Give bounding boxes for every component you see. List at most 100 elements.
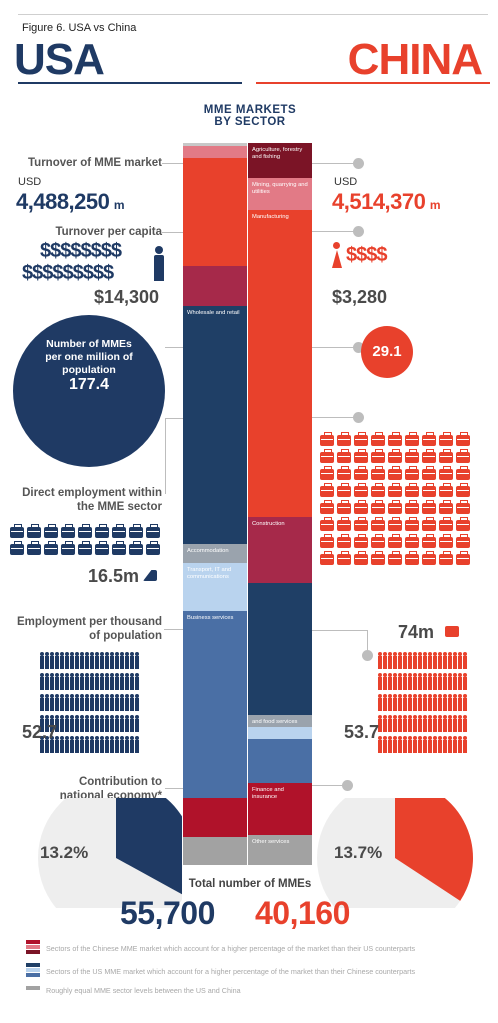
china-sector-label: Manufacturing — [252, 213, 289, 220]
china-sector-label: Mining, quarrying and utilities — [252, 182, 308, 196]
china-person-icon — [458, 715, 462, 732]
usa-dollar-row1: $$$$$$$$ — [40, 240, 122, 262]
china-person-icon — [448, 673, 452, 690]
usa-sector-7: Business services — [183, 611, 247, 798]
china-person-icon — [413, 673, 417, 690]
usa-person-icon — [95, 694, 99, 711]
china-person-icon — [423, 715, 427, 732]
china-briefcase-icon — [388, 449, 402, 463]
usa-person-icon — [154, 246, 164, 282]
usa-sector-0 — [183, 143, 247, 146]
china-person-icon — [398, 652, 402, 669]
china-briefcase-icon — [388, 432, 402, 446]
usa-person-icon — [135, 673, 139, 690]
usa-briefcase-icon — [112, 541, 126, 555]
china-sector-5: and food services — [248, 715, 312, 728]
china-person-icon — [443, 694, 447, 711]
usa-person-icon — [100, 673, 104, 690]
china-briefcase-icon — [422, 551, 436, 565]
china-person-icon — [453, 694, 457, 711]
usa-person-icon — [80, 673, 84, 690]
china-briefcase-icon — [337, 534, 351, 548]
china-briefcase-icon — [439, 534, 453, 548]
china-briefcase-icon — [388, 534, 402, 548]
usa-sector-5: Accommodation — [183, 543, 247, 563]
usa-person-icon — [85, 652, 89, 669]
legend-swatch — [26, 973, 40, 977]
china-briefcase-icon — [354, 500, 368, 514]
china-person-icon — [418, 694, 422, 711]
china-briefcase-icon — [371, 534, 385, 548]
china-briefcase-icon — [456, 449, 470, 463]
usa-person-icon — [85, 736, 89, 753]
china-briefcase-icon — [320, 483, 334, 497]
usa-person-icon — [75, 736, 79, 753]
per-capita-connector — [162, 232, 183, 233]
china-person-icon — [458, 694, 462, 711]
china-person-icon — [378, 715, 382, 732]
china-person-icon — [423, 673, 427, 690]
china-briefcase-icon — [320, 449, 334, 463]
usa-person-icon — [85, 673, 89, 690]
center-title: MME MARKETS BY SECTOR — [180, 104, 320, 128]
usa-person-icon — [115, 715, 119, 732]
usa-person-icon — [45, 652, 49, 669]
china-briefcase-icon — [337, 483, 351, 497]
china-contribution-connector — [312, 785, 343, 786]
usa-pie-slice — [116, 798, 182, 895]
china-person-icon — [408, 715, 412, 732]
total-label: Total number of MMEs — [188, 878, 312, 890]
china-briefcase-icon — [354, 483, 368, 497]
usa-person-icon — [75, 652, 79, 669]
usa-sector-2 — [183, 158, 247, 266]
china-briefcase-icon — [439, 551, 453, 565]
china-briefcase-icon — [371, 551, 385, 565]
china-per-capita-connector — [312, 231, 354, 232]
usa-person-icon — [95, 652, 99, 669]
usa-person-icon — [135, 652, 139, 669]
usa-person-icon — [75, 715, 79, 732]
center-title-line1: MME MARKETS — [203, 104, 297, 116]
usa-person-icon — [80, 715, 84, 732]
china-sector-label: Construction — [252, 521, 285, 528]
china-briefcase-icon — [337, 517, 351, 531]
usa-person-icon — [115, 652, 119, 669]
usa-person-icon — [105, 736, 109, 753]
usa-sector-8 — [183, 797, 247, 838]
china-pie-slice — [395, 798, 473, 901]
usa-person-icon — [120, 673, 124, 690]
usa-person-icon — [125, 673, 129, 690]
china-briefcase-icon — [320, 500, 334, 514]
china-person-icon — [403, 715, 407, 732]
china-person-icon — [463, 652, 467, 669]
china-person-icon — [428, 652, 432, 669]
usa-person-icon — [135, 694, 139, 711]
china-briefcase-icon — [371, 483, 385, 497]
usa-briefcase-icon — [44, 524, 58, 538]
usa-briefcase-icon — [10, 524, 24, 538]
usa-person-icon — [50, 736, 54, 753]
china-briefcase-icon — [371, 500, 385, 514]
china-briefcase-icon — [456, 483, 470, 497]
usa-contribution-pie — [38, 798, 182, 908]
china-person-icon — [378, 736, 382, 753]
china-ept-dot — [362, 650, 373, 661]
usa-person-icon — [110, 694, 114, 711]
china-underline — [256, 82, 490, 84]
usa-person-icon — [40, 715, 44, 732]
china-briefcase-icon — [456, 517, 470, 531]
usa-person-icon — [70, 736, 74, 753]
china-person-icon — [378, 652, 382, 669]
usa-person-icon — [50, 694, 54, 711]
china-briefcase-icon — [371, 517, 385, 531]
china-total-value: 40,160 — [255, 895, 350, 931]
china-person-icon — [453, 652, 457, 669]
china-person-icon — [398, 694, 402, 711]
usa-person-icon — [120, 694, 124, 711]
usa-person-icon — [60, 673, 64, 690]
usa-sector-1 — [183, 145, 247, 159]
china-person-icon — [433, 673, 437, 690]
china-person-icon — [408, 736, 412, 753]
usa-per-capita-value: $14,300 — [94, 287, 160, 307]
china-briefcase-icon — [371, 466, 385, 480]
